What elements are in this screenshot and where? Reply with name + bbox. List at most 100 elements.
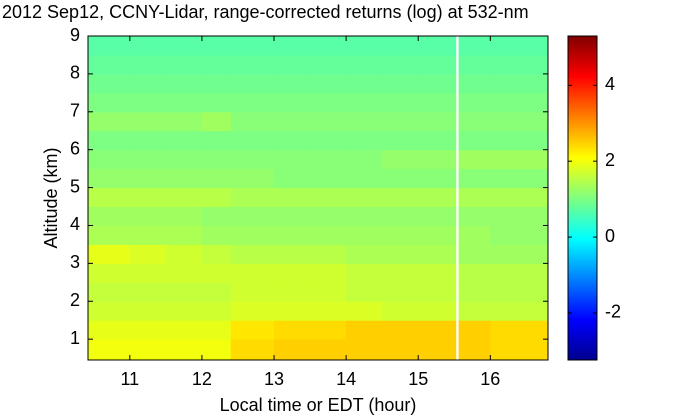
cell xyxy=(201,206,232,226)
cell xyxy=(382,339,419,361)
cell xyxy=(310,54,347,75)
cell xyxy=(165,339,203,361)
cell xyxy=(129,320,167,340)
cell xyxy=(458,130,491,151)
cell xyxy=(382,92,419,113)
cell xyxy=(310,130,347,151)
cell xyxy=(165,54,203,75)
cell xyxy=(165,282,203,302)
cell xyxy=(346,301,383,321)
cell xyxy=(382,244,419,264)
cell xyxy=(418,73,457,94)
cell xyxy=(490,244,549,264)
cell xyxy=(88,130,131,151)
cell xyxy=(310,36,347,56)
cell xyxy=(346,92,383,113)
cell xyxy=(230,187,275,208)
cell xyxy=(382,168,419,189)
cell xyxy=(458,320,491,340)
cell xyxy=(129,301,167,321)
cell xyxy=(165,92,203,113)
cell xyxy=(201,130,232,151)
cell xyxy=(274,36,311,56)
cell xyxy=(88,36,131,56)
cell xyxy=(346,320,383,340)
cell xyxy=(458,263,491,283)
cell xyxy=(230,111,275,132)
cell xyxy=(458,36,491,56)
cell xyxy=(490,111,549,132)
cell xyxy=(201,149,232,170)
cell xyxy=(230,301,275,321)
cell xyxy=(382,149,419,170)
cell xyxy=(382,36,419,56)
cell xyxy=(418,187,457,208)
cell xyxy=(129,263,167,283)
cell xyxy=(88,301,131,321)
cell xyxy=(129,206,167,226)
cell xyxy=(490,301,549,321)
cell xyxy=(458,339,491,361)
cell xyxy=(382,73,419,94)
cell xyxy=(382,225,419,245)
cell xyxy=(310,320,347,340)
cell xyxy=(346,225,383,245)
cell xyxy=(88,111,131,132)
cell xyxy=(230,263,275,283)
cell xyxy=(165,244,203,264)
chart-title: 2012 Sep12, CCNY-Lidar, range-corrected … xyxy=(2,2,529,22)
cell xyxy=(165,187,203,208)
cell xyxy=(310,187,347,208)
cell xyxy=(310,301,347,321)
cell xyxy=(201,73,232,94)
cell xyxy=(418,92,457,113)
cell xyxy=(418,111,457,132)
cell xyxy=(310,206,347,226)
cell xyxy=(129,92,167,113)
cell xyxy=(230,244,275,264)
cell xyxy=(88,339,131,361)
cell xyxy=(346,206,383,226)
y-tick-label: 8 xyxy=(70,63,80,83)
cell xyxy=(310,168,347,189)
colorbar-tick-label: 2 xyxy=(605,150,615,170)
cell xyxy=(310,73,347,94)
cell xyxy=(129,149,167,170)
cell xyxy=(418,168,457,189)
cell xyxy=(382,263,419,283)
cell xyxy=(201,339,232,361)
cell xyxy=(129,339,167,361)
cell xyxy=(418,225,457,245)
cell xyxy=(165,73,203,94)
colorbar-tick-label: -2 xyxy=(605,302,621,322)
cell xyxy=(458,301,491,321)
cell xyxy=(458,149,491,170)
cell xyxy=(490,206,549,226)
cell xyxy=(458,111,491,132)
cell xyxy=(230,206,275,226)
colorbar-tick-label: 4 xyxy=(605,74,615,94)
cell xyxy=(346,263,383,283)
cell xyxy=(274,244,311,264)
cell xyxy=(418,206,457,226)
cell xyxy=(165,263,203,283)
plot-frame xyxy=(87,35,549,361)
cell xyxy=(458,54,491,75)
cell xyxy=(310,92,347,113)
cell xyxy=(310,282,347,302)
cell xyxy=(230,73,275,94)
cell xyxy=(201,54,232,75)
y-tick-label: 1 xyxy=(70,328,80,348)
cell xyxy=(418,36,457,56)
cell xyxy=(346,111,383,132)
cell xyxy=(230,225,275,245)
cell xyxy=(458,168,491,189)
cell xyxy=(418,282,457,302)
cell xyxy=(230,149,275,170)
cell xyxy=(490,225,549,245)
cell xyxy=(201,225,232,245)
cell xyxy=(230,168,275,189)
cell xyxy=(88,54,131,75)
cell xyxy=(382,54,419,75)
cell xyxy=(274,130,311,151)
